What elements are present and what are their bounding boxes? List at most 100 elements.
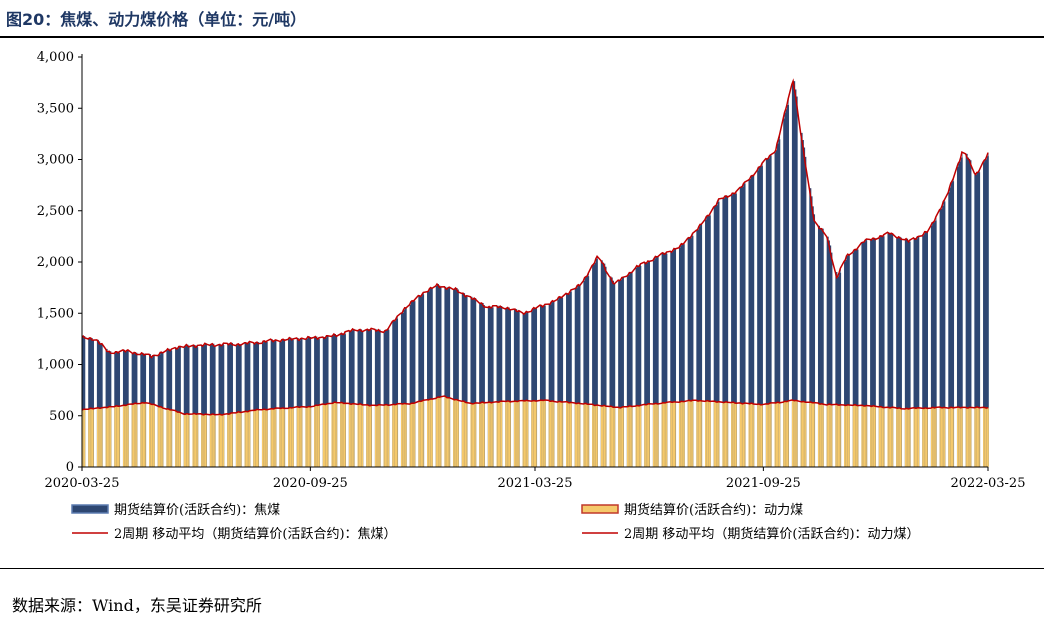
legend-swatch xyxy=(72,505,108,513)
thermal-bar xyxy=(475,403,476,467)
thermal-bar xyxy=(397,404,398,467)
thermal-bar xyxy=(675,402,676,467)
thermal-bar xyxy=(215,415,216,467)
thermal-bar xyxy=(693,400,694,467)
thermal-bar xyxy=(719,402,720,467)
thermal-bar xyxy=(119,406,120,467)
thermal-bar xyxy=(727,402,728,467)
thermal-bar xyxy=(788,401,789,467)
thermal-bar xyxy=(536,401,537,467)
thermal-bar xyxy=(328,404,329,467)
thermal-bar xyxy=(832,405,833,467)
thermal-bar xyxy=(258,410,259,467)
thermal-bar xyxy=(780,403,781,467)
footer-rule xyxy=(0,568,1044,569)
thermal-bar xyxy=(892,407,893,467)
data-source: 数据来源：Wind，东吴证券研究所 xyxy=(12,592,262,616)
legend-label: 2周期 移动平均（期货结算价(活跃合约)：动力煤） xyxy=(624,526,920,542)
thermal-bar xyxy=(953,408,954,467)
thermal-bar xyxy=(241,412,242,467)
y-tick-label: 2,000 xyxy=(37,255,74,270)
thermal-bar xyxy=(163,408,164,467)
y-tick-label: 2,500 xyxy=(37,204,74,219)
x-tick-label: 2021-03-25 xyxy=(498,476,573,491)
thermal-bar xyxy=(623,407,624,467)
y-tick-label: 1,000 xyxy=(37,358,74,373)
thermal-bar xyxy=(137,404,138,467)
thermal-bar xyxy=(528,401,529,467)
thermal-bar xyxy=(189,414,190,467)
thermal-bar xyxy=(171,410,172,467)
thermal-bar xyxy=(580,403,581,467)
thermal-bar xyxy=(180,412,181,467)
legend-label: 期货结算价(活跃合约)：动力煤 xyxy=(624,502,803,518)
x-tick-label: 2021-09-25 xyxy=(726,476,801,491)
thermal-bar xyxy=(284,408,285,467)
thermal-bar xyxy=(640,405,641,467)
legend-label: 期货结算价(活跃合约)：焦煤 xyxy=(114,502,280,518)
thermal-bar xyxy=(501,401,502,467)
thermal-bar xyxy=(519,401,520,467)
thermal-bar xyxy=(111,407,112,467)
thermal-bar xyxy=(406,404,407,467)
thermal-bar xyxy=(762,405,763,467)
thermal-bar xyxy=(102,408,103,467)
thermal-bar xyxy=(250,411,251,467)
thermal-bar xyxy=(606,406,607,467)
thermal-bar xyxy=(588,404,589,467)
x-tick-label: 2020-03-25 xyxy=(45,476,120,491)
thermal-bar xyxy=(510,402,511,467)
y-tick-label: 3,000 xyxy=(37,153,74,168)
thermal-bar xyxy=(979,408,980,467)
thermal-bar xyxy=(962,407,963,467)
thermal-bar xyxy=(597,405,598,467)
thermal-bar xyxy=(319,405,320,467)
thermal-bar xyxy=(840,405,841,467)
thermal-bar xyxy=(84,409,85,467)
thermal-bar xyxy=(658,404,659,467)
thermal-bar xyxy=(232,413,233,467)
thermal-bar xyxy=(910,408,911,467)
thermal-bar xyxy=(667,402,668,467)
thermal-bar xyxy=(988,408,989,467)
y-tick-label: 500 xyxy=(49,409,74,424)
thermal-bar xyxy=(797,401,798,467)
thermal-bar xyxy=(293,408,294,467)
thermal-bar xyxy=(971,407,972,467)
thermal-bar xyxy=(614,407,615,467)
legend: 期货结算价(活跃合约)：焦煤 期货结算价(活跃合约)：动力煤 2周期 移动平均（期货… xyxy=(72,502,920,542)
thermal-bar xyxy=(206,414,207,467)
thermal-bar xyxy=(336,403,337,467)
thermal-bar xyxy=(458,400,459,467)
thermal-bar xyxy=(571,402,572,467)
thermal-bar xyxy=(223,414,224,467)
thermal-bar xyxy=(849,405,850,467)
thermal-bar xyxy=(354,404,355,467)
thermal-bar xyxy=(154,404,155,467)
thermal-bar xyxy=(371,405,372,467)
thermal-bar xyxy=(936,407,937,467)
thermal-bar xyxy=(684,402,685,467)
thermal-bar xyxy=(875,406,876,467)
thermal-bar xyxy=(484,403,485,467)
thermal-bar xyxy=(562,402,563,467)
thermal-bar xyxy=(866,406,867,467)
thermal-bar xyxy=(415,403,416,467)
thermal-bar xyxy=(858,406,859,467)
thermal-bar xyxy=(806,402,807,467)
thermal-bar xyxy=(701,401,702,467)
thermal-bar xyxy=(753,404,754,467)
thermal-bar xyxy=(823,404,824,467)
thermal-bar xyxy=(884,408,885,467)
chart-svg: 05001,0001,5002,0002,5003,0003,5004,0002… xyxy=(0,0,1044,560)
thermal-bar xyxy=(380,405,381,467)
thermal-bar xyxy=(632,407,633,467)
y-tick-label: 1,500 xyxy=(37,306,74,321)
thermal-bar xyxy=(945,408,946,468)
thermal-bar xyxy=(389,405,390,467)
thermal-bar xyxy=(310,407,311,467)
thermal-bar xyxy=(276,408,277,467)
thermal-bar xyxy=(745,403,746,467)
thermal-bar xyxy=(345,403,346,467)
thermal-bar xyxy=(423,400,424,467)
